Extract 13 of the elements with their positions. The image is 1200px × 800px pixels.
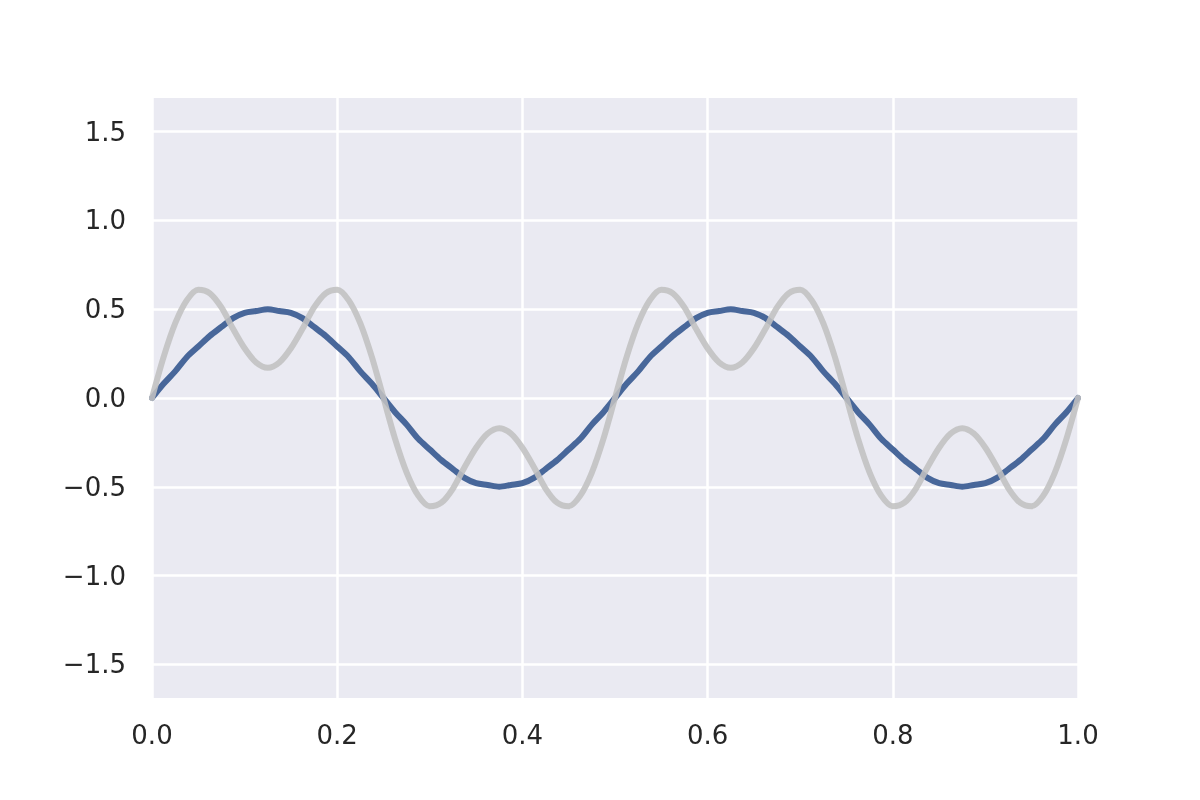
x-tick-label: 0.4 — [501, 720, 544, 750]
y-tick-label: −1.0 — [62, 560, 126, 591]
x-tick-label: 1.0 — [1057, 720, 1099, 750]
y-tick-label: 1.0 — [84, 205, 126, 236]
x-tick-label: 0.2 — [316, 720, 358, 750]
y-tick-label: −0.5 — [62, 471, 126, 502]
y-tick-label: 0.5 — [84, 294, 126, 325]
x-tick-label: 0.8 — [872, 720, 914, 750]
y-tick-label: 0.0 — [84, 383, 126, 413]
x-tick-label: 0.0 — [131, 720, 173, 750]
x-tick-label: 0.6 — [686, 720, 729, 750]
y-tick-label: 1.5 — [84, 116, 126, 147]
y-tick-label: −1.5 — [62, 649, 126, 680]
